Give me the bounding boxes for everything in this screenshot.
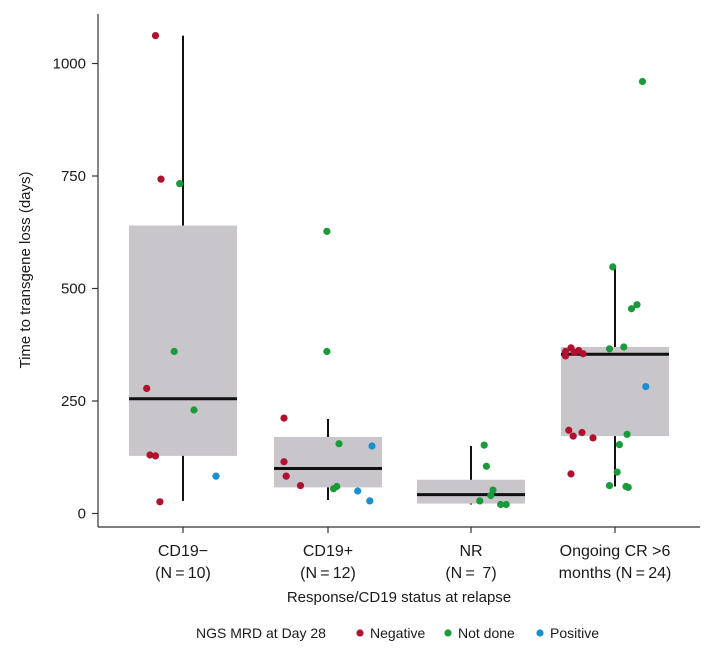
- data-point: [605, 345, 614, 353]
- data-point: [633, 301, 641, 309]
- data-point: [579, 350, 587, 358]
- data-point: [497, 500, 505, 509]
- data-point: [570, 348, 578, 356]
- y-tick-label: 750: [61, 168, 86, 185]
- data-point: [143, 384, 151, 392]
- data-point: [366, 497, 374, 505]
- axes: [97, 14, 700, 528]
- y-tick-label: 0: [78, 506, 86, 523]
- data-point: [502, 500, 510, 509]
- box-iqr: [274, 437, 382, 488]
- data-point: [335, 440, 343, 448]
- data-point: [323, 227, 331, 235]
- plot-area: [129, 31, 669, 509]
- y-axis-title: Time to transgene loss (days): [17, 171, 34, 368]
- data-point: [609, 263, 617, 271]
- box-iqr: [561, 347, 669, 437]
- data-point: [170, 347, 178, 356]
- data-point: [354, 487, 362, 495]
- y-tick-labels: 0 250 500 750 1000: [53, 56, 98, 523]
- data-point: [578, 428, 586, 437]
- x-axis-title: Response/CD19 status at relapse: [287, 589, 511, 606]
- legend-entry-label: Positive: [550, 625, 599, 641]
- data-point: [605, 482, 614, 490]
- data-point: [212, 472, 220, 480]
- x-tick-label-count: months (N = 24): [559, 565, 672, 582]
- x-tick-labels: CD19− (N = 10) CD19+ (N = 12) NR (N = 7) Ongoi…: [155, 527, 671, 582]
- legend-swatch: [444, 629, 452, 637]
- x-tick-label: CD19+: [303, 543, 353, 560]
- y-tick-label: 500: [61, 281, 86, 298]
- legend-entry-label: Negative: [370, 625, 425, 641]
- box-iqr: [129, 225, 237, 456]
- data-point: [480, 441, 488, 449]
- x-tick-label: CD19−: [158, 543, 208, 560]
- data-point: [151, 31, 160, 40]
- data-point: [368, 442, 376, 450]
- data-point: [190, 406, 198, 414]
- data-point: [624, 483, 632, 491]
- x-tick-label: NR: [459, 543, 482, 560]
- y-tick-label: 250: [61, 393, 86, 410]
- data-point: [589, 434, 597, 442]
- x-tick-label-count: (N = 12): [300, 565, 356, 582]
- data-point: [280, 414, 288, 422]
- x-tick-label: Ongoing CR >6: [560, 543, 671, 560]
- data-point: [623, 430, 631, 438]
- data-point: [615, 441, 624, 449]
- legend-entry-label: Not done: [458, 625, 515, 641]
- data-point: [561, 352, 570, 360]
- data-point: [487, 491, 495, 500]
- data-point: [638, 77, 647, 86]
- data-point: [146, 451, 154, 459]
- data-point: [565, 426, 573, 434]
- data-point: [482, 462, 490, 470]
- data-point: [627, 305, 636, 313]
- data-point: [157, 175, 165, 183]
- legend-swatch: [356, 629, 364, 637]
- legend-title: NGS MRD at Day 28: [196, 625, 326, 641]
- data-point: [613, 468, 621, 476]
- data-point: [282, 472, 290, 480]
- data-point: [476, 497, 484, 505]
- data-point: [620, 343, 628, 351]
- data-point: [280, 458, 288, 466]
- data-point: [329, 485, 338, 493]
- data-point: [156, 498, 164, 506]
- y-tick-label: 1000: [53, 56, 86, 73]
- box-iqr: [417, 479, 525, 504]
- data-point: [567, 470, 575, 478]
- data-point: [642, 383, 650, 391]
- legend-swatch: [536, 629, 544, 637]
- data-point: [323, 347, 331, 356]
- data-point: [569, 432, 577, 440]
- data-point: [176, 180, 184, 188]
- data-point: [151, 452, 160, 460]
- legend: NGS MRD at Day 28 Negative Not done Positi…: [196, 625, 599, 641]
- x-tick-label-count: (N = 10): [155, 565, 211, 582]
- data-point: [489, 486, 497, 494]
- x-tick-label-count: (N = 7): [445, 565, 496, 582]
- data-point: [296, 482, 305, 490]
